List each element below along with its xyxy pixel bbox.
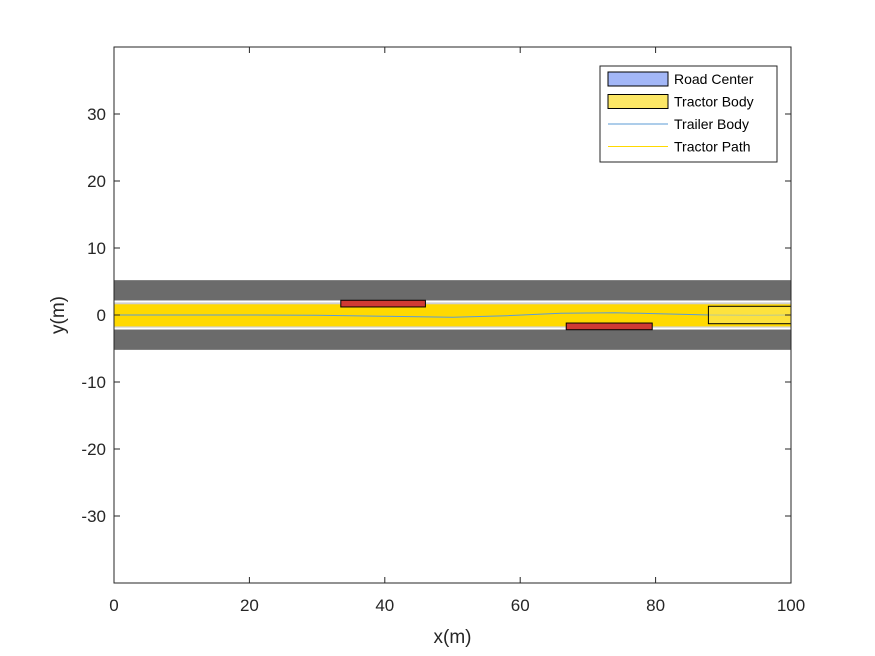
obstacle-1	[340, 299, 426, 308]
axes: 0 20 40 60 80 100 -30 -20 -10 0 10 20 30	[81, 46, 805, 615]
x-tick-label: 40	[375, 596, 394, 615]
x-tick-label: 100	[777, 596, 805, 615]
legend-swatch	[607, 94, 669, 109]
y-tick-label: 10	[87, 239, 106, 258]
legend-label: Road Center	[674, 71, 754, 87]
legend-entry: Tractor Path	[608, 139, 751, 155]
legend-label: Tractor Path	[674, 139, 751, 155]
y-tick-label: 0	[97, 306, 106, 325]
tractor-body	[707, 305, 792, 325]
tractor-path-band	[114, 304, 791, 327]
legend-label: Tractor Body	[674, 94, 754, 110]
y-tick-label: 20	[87, 172, 106, 191]
x-tick-label: 20	[240, 596, 259, 615]
legend-entry: Road Center	[607, 71, 754, 87]
x-tick-label: 80	[646, 596, 665, 615]
x-axis-label: x(m)	[434, 627, 472, 648]
y-tick-label: -30	[81, 507, 106, 526]
legend-entry: Trailer Body	[608, 116, 749, 132]
obstacle-2	[565, 322, 653, 331]
legend-entry: Tractor Body	[607, 94, 754, 110]
y-axis-label: y(m)	[48, 296, 69, 334]
y-tick-label: -10	[81, 373, 106, 392]
x-tick-label: 0	[109, 596, 118, 615]
legend-swatch	[607, 71, 669, 87]
y-tick-label: 30	[87, 105, 106, 124]
x-tick-label: 60	[511, 596, 530, 615]
y-tick-label: -20	[81, 440, 106, 459]
legend: Road Center Tractor Body Trailer Body Tract…	[599, 65, 778, 163]
legend-label: Trailer Body	[674, 116, 749, 132]
